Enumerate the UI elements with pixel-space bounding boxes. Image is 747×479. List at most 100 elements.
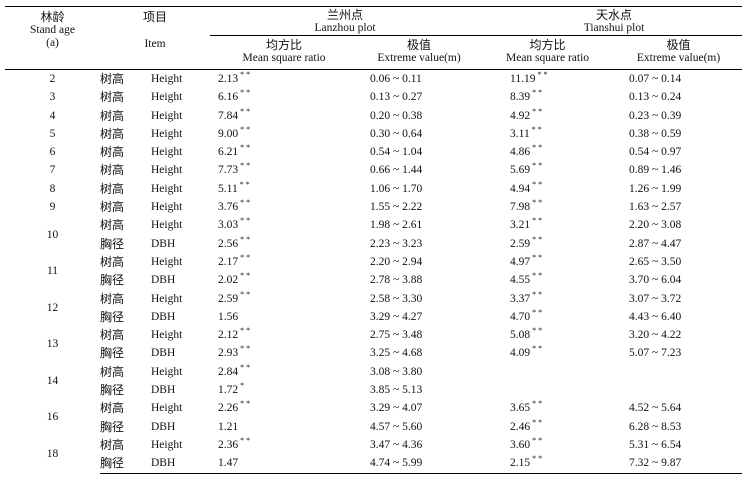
significance: ** [240, 216, 253, 226]
mean-square-ratio: 3.11 [510, 127, 530, 140]
ratio-cell: 3.21 ** [480, 216, 615, 234]
item-en: DBH [143, 454, 211, 474]
extreme-value: 0.38 ~ 0.59 [629, 127, 682, 140]
ratio-cell: 4.55 ** [480, 271, 615, 289]
mean-square-ratio: 3.60 [510, 438, 531, 451]
extreme-value: 2.20 ~ 2.94 [370, 255, 423, 268]
significance: ** [240, 435, 253, 445]
item-cn: 胸径 [100, 454, 143, 474]
extreme-value: 3.07 ~ 3.72 [629, 292, 682, 305]
ts-ratio-cn: 均方比 [529, 38, 566, 52]
significance: ** [240, 88, 253, 98]
mean-square-ratio: 1.72 [218, 384, 239, 397]
item-cn: 树高 [100, 72, 125, 86]
item-cn: 胸径 [100, 419, 125, 434]
table-row: 8 树高 Height 5.11 ** 1.06 ~ 1.70 4.94 ** 1.26 ~ 1… [5, 180, 742, 198]
ratio-cell [480, 363, 615, 381]
significance: ** [240, 70, 253, 79]
extreme-value: 4.43 ~ 6.40 [629, 310, 682, 323]
item-en: DBH [151, 384, 176, 397]
stand-age: 5 [49, 127, 56, 140]
mean-square-ratio: 4.86 [510, 146, 531, 159]
stand-age: 18 [46, 448, 59, 461]
ratio-cell: 4.70 ** [480, 308, 615, 326]
table-row: 2 树高 Height 2.13 ** 0.06 ~ 0.11 11.19 ** 0.07 ~ … [5, 70, 742, 89]
significance: ** [532, 435, 545, 445]
table-row: 胸径 DBH 2.02 ** 2.78 ~ 3.88 4.55 ** 3.70 ~ 6.04 [5, 271, 742, 289]
item-en: Height [151, 292, 183, 305]
item-en: Height [151, 182, 183, 195]
table-row: 13 树高 Height 2.12 ** 2.75 ~ 3.48 5.08 ** 3.20 ~ … [5, 326, 742, 351]
ratio-cell: 3.65 ** [480, 399, 615, 417]
table-row: 胸径 DBH 2.93 ** 3.25 ~ 4.68 4.09 ** 5.07 ~ 7.23 [5, 344, 742, 362]
ratio-cell: 9.00 ** [210, 125, 358, 143]
stand-age: 16 [46, 411, 59, 424]
significance: ** [532, 271, 545, 281]
mean-square-ratio: 2.02 [218, 274, 239, 287]
extreme-cell: 3.20 ~ 4.22 [615, 326, 742, 344]
extreme-value: 0.20 ~ 0.38 [370, 109, 423, 122]
item-en: Height [151, 365, 183, 378]
mean-square-ratio: 5.69 [510, 164, 531, 177]
ratio-cell: 7.98 ** [480, 198, 615, 216]
table-row: 4 树高 Height 7.84 ** 0.20 ~ 0.38 4.92 ** 0.23 ~ 0… [5, 107, 742, 125]
significance: ** [240, 344, 253, 354]
extreme-value: 3.20 ~ 4.22 [629, 329, 682, 342]
item-en: Height [151, 201, 183, 214]
significance: ** [240, 106, 253, 116]
item-header: 项目 Item [100, 6, 211, 70]
item-en: DBH [151, 310, 176, 323]
item-cn: 树高 [100, 328, 125, 343]
mean-square-ratio: 2.36 [218, 438, 239, 451]
extreme-cell: 0.13 ~ 0.27 [358, 88, 480, 106]
mean-square-ratio: 6.16 [218, 91, 239, 104]
tianshui-header: 天水点 Tianshui plot [480, 6, 743, 36]
mean-square-ratio: 2.13 [218, 73, 239, 85]
item-cn: 树高 [100, 200, 125, 215]
item-en: Height [151, 438, 183, 451]
item-cn: 项目 [143, 10, 168, 24]
extreme-value: 0.06 ~ 0.11 [370, 73, 422, 85]
ts-ratio-en: Mean square ratio [480, 52, 616, 70]
extreme-value: 4.52 ~ 5.64 [629, 402, 682, 415]
mean-square-ratio: 1.21 [218, 420, 239, 433]
item-en: Height [151, 109, 183, 122]
item-cn: 胸径 [100, 309, 125, 324]
item-cn: 树高 [100, 218, 125, 233]
significance: ** [240, 124, 253, 134]
extreme-cell [615, 363, 742, 381]
significance: ** [532, 252, 545, 262]
ratio-cell: 4.92 ** [480, 107, 615, 125]
ratio-cell: 2.36 ** [210, 436, 358, 454]
table-row: 7 树高 Height 7.73 ** 0.66 ~ 1.44 5.69 ** 0.89 ~ 1… [5, 161, 742, 179]
table-row: 胸径 DBH 1.21 4.57 ~ 5.60 2.46 ** 6.28 ~ 8.53 [5, 418, 742, 436]
ratio-cell: 8.39 ** [480, 88, 615, 106]
mean-square-ratio: 3.03 [218, 219, 239, 232]
significance: ** [240, 234, 253, 244]
table-row: 3 树高 Height 6.16 ** 0.13 ~ 0.27 8.39 ** 0.13 ~ 0… [5, 88, 742, 106]
significance: ** [532, 198, 545, 208]
table-row: 胸径 DBH 2.56 ** 2.23 ~ 3.23 2.59 ** 2.87 ~ 4.47 [5, 235, 742, 253]
mean-square-ratio: 3.21 [510, 219, 531, 232]
item-cn: 胸径 [100, 273, 125, 288]
mean-square-ratio: 4.55 [510, 274, 531, 287]
age-unit: (a) [46, 37, 59, 49]
significance: ** [532, 88, 545, 98]
item-cn: 树高 [100, 437, 125, 452]
ratio-cell: 2.59 ** [480, 235, 615, 253]
ratio-cell: 4.09 ** [480, 344, 615, 362]
extreme-value: 1.06 ~ 1.70 [370, 182, 423, 195]
extreme-cell: 1.98 ~ 2.61 [358, 216, 480, 234]
significance: ** [240, 198, 253, 208]
extreme-cell: 2.78 ~ 3.88 [358, 271, 480, 289]
age-header: 林龄 Stand age (a) [5, 6, 100, 70]
extreme-value: 0.13 ~ 0.27 [370, 91, 423, 104]
extreme-cell: 3.25 ~ 4.68 [358, 344, 480, 362]
ratio-cell: 6.21 ** [210, 143, 358, 161]
item-en: DBH [151, 274, 176, 287]
significance: ** [532, 216, 545, 226]
extreme-cell: 1.63 ~ 2.57 [615, 198, 742, 216]
item-en: Height [151, 91, 183, 104]
mean-square-ratio: 3.37 [510, 292, 531, 305]
